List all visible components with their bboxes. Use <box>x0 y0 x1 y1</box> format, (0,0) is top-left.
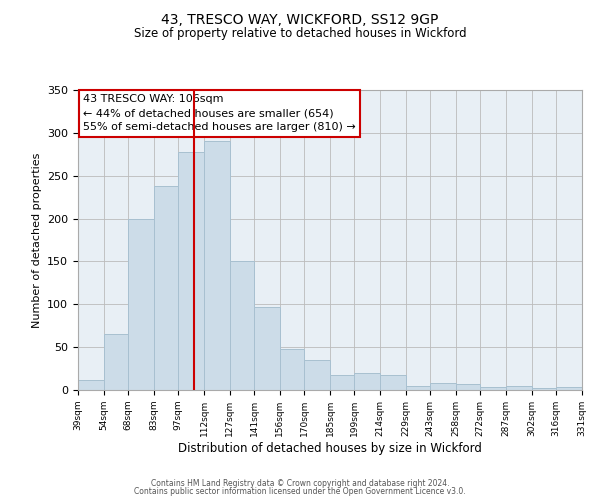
Bar <box>330 374 354 390</box>
Bar <box>128 218 154 390</box>
Bar <box>506 386 532 390</box>
Bar <box>204 142 230 390</box>
Bar <box>154 186 178 390</box>
Bar <box>104 334 128 390</box>
Bar <box>354 373 380 390</box>
Bar <box>456 384 480 390</box>
Y-axis label: Number of detached properties: Number of detached properties <box>32 152 41 328</box>
Bar <box>480 388 506 390</box>
Bar <box>78 380 104 390</box>
Text: Contains public sector information licensed under the Open Government Licence v3: Contains public sector information licen… <box>134 487 466 496</box>
Text: Contains HM Land Registry data © Crown copyright and database right 2024.: Contains HM Land Registry data © Crown c… <box>151 478 449 488</box>
Bar <box>280 349 304 390</box>
X-axis label: Distribution of detached houses by size in Wickford: Distribution of detached houses by size … <box>178 442 482 454</box>
Bar <box>532 388 556 390</box>
Text: 43 TRESCO WAY: 106sqm
← 44% of detached houses are smaller (654)
55% of semi-det: 43 TRESCO WAY: 106sqm ← 44% of detached … <box>83 94 356 132</box>
Text: Size of property relative to detached houses in Wickford: Size of property relative to detached ho… <box>134 28 466 40</box>
Bar <box>380 374 406 390</box>
Text: 43, TRESCO WAY, WICKFORD, SS12 9GP: 43, TRESCO WAY, WICKFORD, SS12 9GP <box>161 12 439 26</box>
Bar <box>230 262 254 390</box>
Bar <box>430 383 456 390</box>
Bar <box>304 360 330 390</box>
Bar <box>406 386 430 390</box>
Bar <box>254 307 280 390</box>
Bar <box>178 152 204 390</box>
Bar <box>556 386 582 390</box>
